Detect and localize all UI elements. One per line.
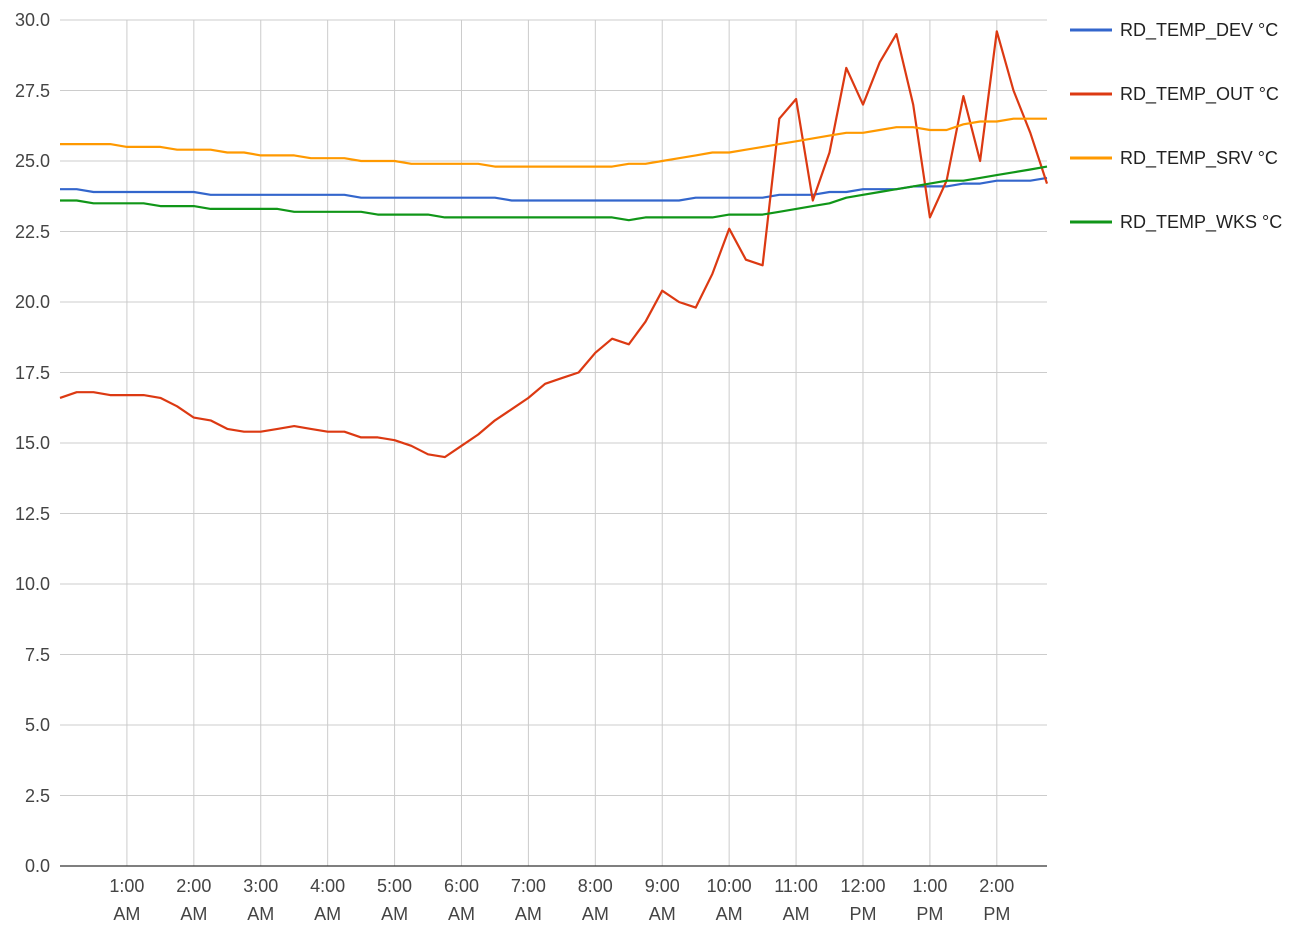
y-tick-label: 5.0 — [24, 715, 50, 735]
y-tick-label: 15.0 — [14, 433, 50, 453]
x-tick-label: 6:00 AM — [443, 876, 479, 924]
y-tick-label: 25.0 — [14, 151, 50, 171]
legend-label: RD_TEMP_DEV °C — [1120, 20, 1279, 40]
legend-label: RD_TEMP_SRV °C — [1120, 148, 1278, 168]
legend-label: RD_TEMP_OUT °C — [1120, 84, 1279, 104]
y-tick-label: 10.0 — [14, 574, 50, 594]
series-line — [60, 165, 1048, 222]
y-tick-label: 17.5 — [14, 362, 50, 383]
series-line — [60, 117, 1047, 168]
y-tick-label: 30.0 — [14, 10, 50, 30]
x-tick-label: 1:00 PM — [912, 876, 948, 924]
y-tick-label: 7.5 — [24, 644, 50, 665]
series-line — [59, 30, 1049, 459]
x-tick-label: 10:00 AM — [706, 876, 752, 924]
y-tick-label: 22.5 — [14, 221, 50, 242]
x-tick-label: 9:00 AM — [644, 876, 680, 924]
y-tick-label: 2.5 — [24, 785, 50, 806]
x-tick-label: 5:00 AM — [377, 876, 413, 924]
x-tick-label: 12:00 PM — [840, 876, 886, 924]
x-tick-label: 4:00 AM — [310, 876, 346, 924]
y-tick-label: 27.5 — [14, 80, 50, 101]
x-tick-label: 8:00 AM — [577, 876, 613, 924]
x-tick-label: 1:00 AM — [109, 876, 145, 924]
x-tick-label: 11:00 AM — [774, 876, 818, 924]
x-tick-label: 7:00 AM — [510, 876, 546, 924]
legend-label: RD_TEMP_WKS °C — [1120, 212, 1283, 232]
y-tick-label: 20.0 — [14, 292, 50, 312]
series-line — [60, 176, 1048, 202]
y-tick-label: 12.5 — [14, 503, 50, 524]
x-tick-label: 2:00 AM — [176, 876, 212, 924]
y-tick-label: 0.0 — [24, 856, 50, 876]
x-tick-label: 2:00 PM — [979, 876, 1015, 924]
x-tick-label: 3:00 AM — [243, 876, 279, 924]
